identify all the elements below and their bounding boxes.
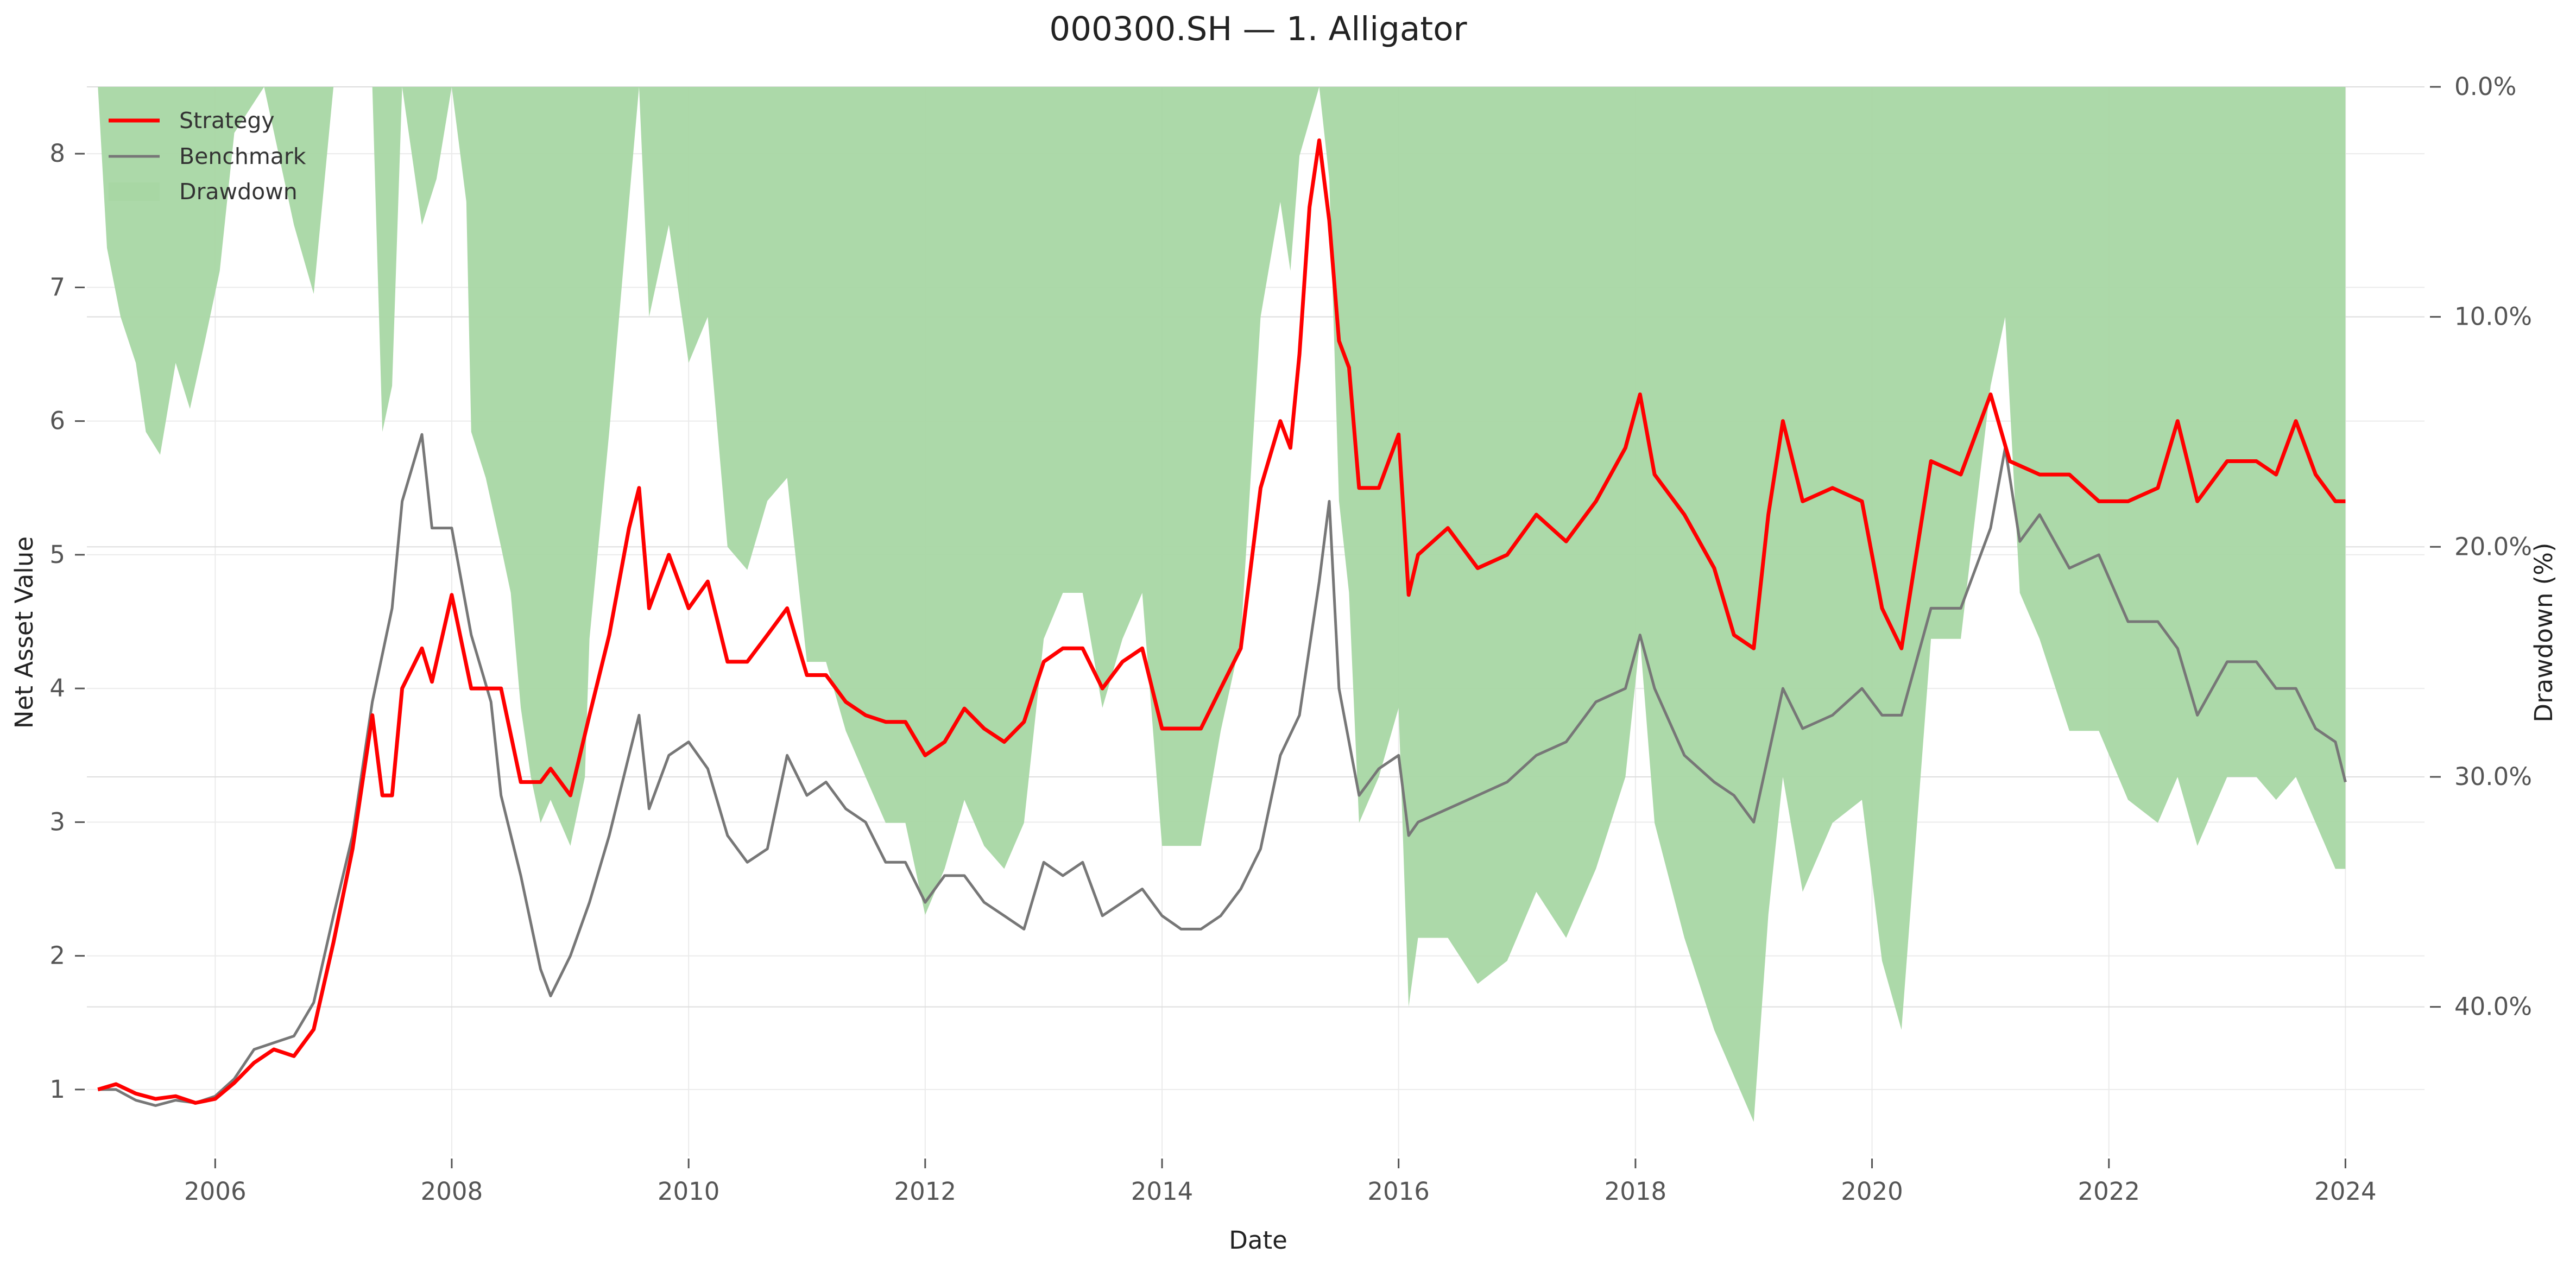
legend-drawdown-swatch: [109, 182, 160, 201]
x-tick-label: 2022: [2078, 1177, 2140, 1206]
x-tick-label: 2006: [184, 1177, 247, 1206]
y-tick-label: 7: [49, 273, 65, 301]
y-tick-label: 4: [49, 674, 65, 703]
y-tick-label: 1: [49, 1075, 65, 1104]
x-axis-title: Date: [1229, 1226, 1287, 1255]
y-tick-label: 6: [49, 407, 65, 435]
y2-axis-title: Drawdown (%): [2529, 542, 2558, 722]
axis-ticks: 1 2 3 4 5 6 7 8 2006 2008 2010 2012 2014 2016 2018 2020…: [49, 72, 2532, 1206]
series-strategy-line: [97, 138, 2346, 1105]
y2-tick-label: 20.0%: [2454, 532, 2532, 561]
y2-tick-label: 0.0%: [2454, 72, 2516, 101]
x-tick-label: 2018: [1605, 1177, 1667, 1206]
x-tick-label: 2008: [421, 1177, 483, 1206]
legend-strategy-label: Strategy: [179, 107, 275, 134]
y2-tick-label: 40.0%: [2454, 992, 2532, 1021]
y2-tick-label: 30.0%: [2454, 762, 2532, 791]
y2-tick-label: 10.0%: [2454, 302, 2532, 331]
x-tick-label: 2020: [1841, 1177, 1903, 1206]
y-tick-label: 3: [49, 807, 65, 836]
y-tick-label: 5: [49, 540, 65, 569]
series-drawdown-area: [98, 87, 2346, 1122]
legend-benchmark-label: Benchmark: [179, 143, 306, 169]
series-benchmark-line: [98, 433, 2347, 1107]
chart-title: 000300.SH — 1. Alligator: [1049, 10, 1467, 48]
x-tick-label: 2016: [1367, 1177, 1430, 1206]
legend-drawdown-label: Drawdown: [179, 179, 298, 205]
y-axis-title: Net Asset Value: [10, 536, 39, 729]
x-tick-label: 2012: [894, 1177, 957, 1206]
legend: Strategy Benchmark Drawdown: [109, 107, 306, 205]
x-tick-label: 2014: [1131, 1177, 1194, 1206]
y-tick-label: 2: [49, 941, 65, 970]
x-tick-label: 2024: [2314, 1177, 2377, 1206]
y-tick-label: 8: [49, 139, 65, 168]
x-tick-label: 2010: [658, 1177, 720, 1206]
